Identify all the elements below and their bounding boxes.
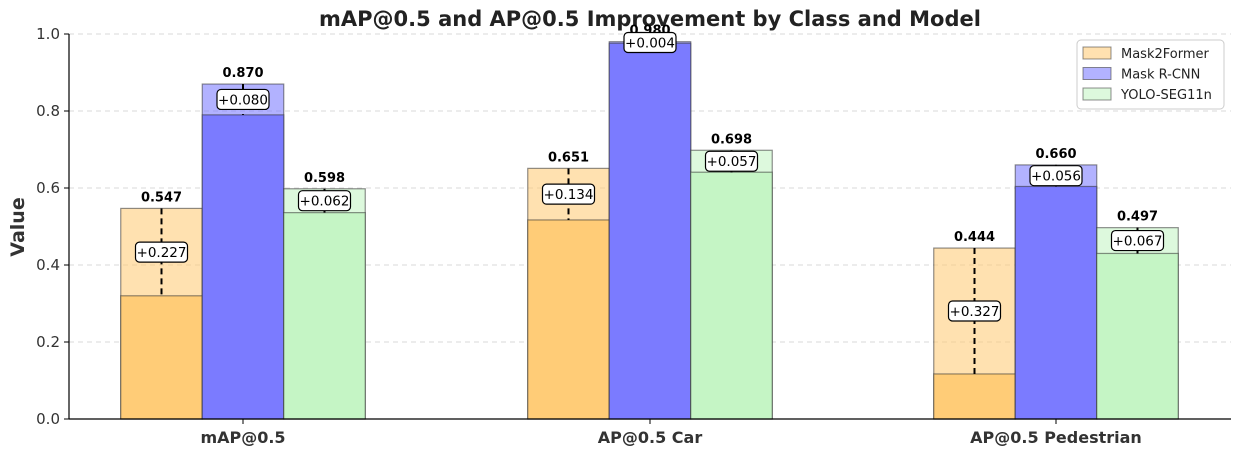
bar-value-label: 0.497 [1117,210,1158,225]
improvement-box [134,241,189,263]
x-tick-label: AP@0.5 Pedestrian [970,428,1142,447]
improvement-box [1029,165,1083,187]
bar-value-label: 0.444 [954,230,995,245]
improvement-label: +0.056 [1031,169,1081,185]
y-tick-label: 0.6 [36,179,60,197]
y-axis-label: Value [7,197,29,256]
legend-swatch [1082,67,1112,80]
bar-baseline [201,114,285,420]
improvement-label: +0.057 [707,154,757,170]
improvement-box [216,88,270,111]
legend-swatch [1082,46,1112,60]
bar-baseline [283,212,366,420]
chart-title: mAP@0.5 and AP@0.5 Improvement by Class … [319,7,981,31]
improvement-box [623,31,677,54]
x-tick-label: AP@0.5 Car [598,428,703,447]
bar-value-label: 0.598 [304,171,345,186]
bar-baseline [1096,252,1179,420]
improvement-label: +0.062 [300,194,350,210]
y-tick-label: 1.0 [36,25,60,43]
legend-swatch [1082,87,1112,101]
bar-baseline [1014,185,1098,420]
legend-label: Mask R-CNN [1121,68,1200,83]
improvement-label: +0.327 [950,304,1000,320]
bar-baseline [608,42,692,420]
bar-value-label: 0.547 [141,190,182,205]
x-tick-label: mAP@0.5 [200,428,285,447]
legend: Mask2Former Mask R-CNN YOLO-SEG11n [1076,39,1225,110]
improvement-label: +0.080 [218,92,268,108]
legend-box [1076,39,1225,110]
improvement-label: +0.067 [1113,234,1163,250]
y-tick-label: 0.0 [36,410,60,428]
bar-value-label: 0.698 [711,132,752,147]
improvement-box [947,300,1002,322]
axes: 0.0 0.2 0.4 0.6 0.8 1.0 mAP@0.5 AP@0.5 Car AP@0.… [36,25,1231,447]
bar-baseline [690,171,773,420]
legend-label: YOLO-SEG11n [1120,88,1212,103]
bars [120,41,1179,420]
bar-baseline [527,219,610,420]
improvement-box [1110,229,1165,252]
bar-value-label: 0.651 [548,150,589,165]
y-tick-label: 0.8 [36,102,60,120]
improvement-box [541,183,596,205]
bar-value-label: 0.660 [1035,147,1076,162]
improvement-label: +0.134 [544,187,594,203]
data-labels: 0.547 +0.227 0.870 +0.080 0.598 +0.062 0.651 +0… [134,24,1165,374]
improvement-box [297,190,352,212]
y-tick-label: 0.2 [36,333,60,351]
bar-value-label: 0.870 [222,66,263,81]
bar-baseline [933,373,1016,420]
bar-baseline [120,295,203,420]
improvement-box [704,150,759,172]
y-tick-label: 0.4 [36,256,60,274]
improvement-label: +0.004 [625,35,675,51]
legend-label: Mask2Former [1121,47,1210,62]
improvement-label: +0.227 [137,245,187,261]
